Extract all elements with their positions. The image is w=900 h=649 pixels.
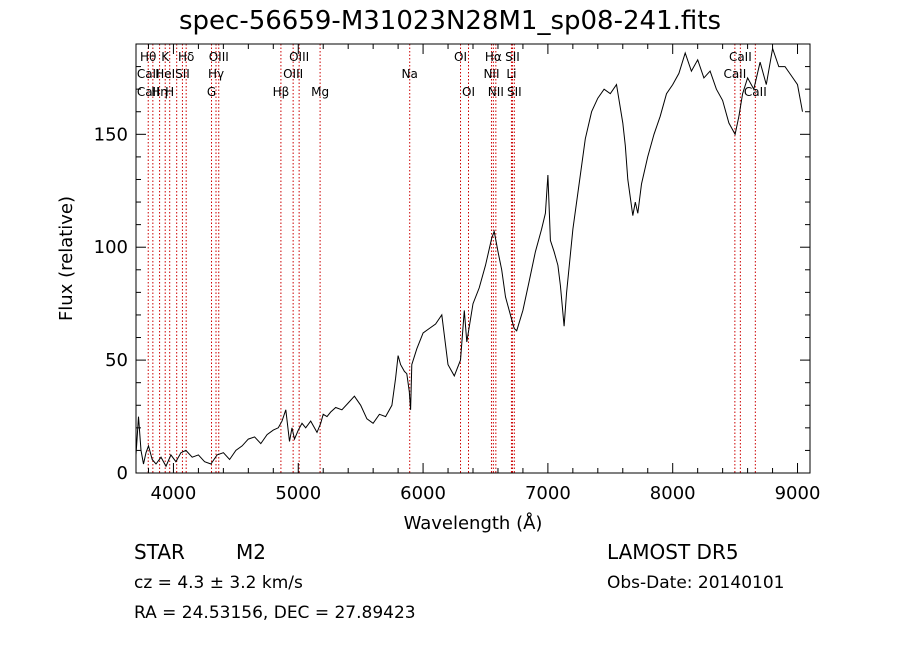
- object-class: STAR: [134, 540, 185, 564]
- coordinates: RA = 24.53156, DEC = 27.89423: [134, 603, 416, 623]
- y-tick-label: 150: [94, 124, 128, 145]
- line-marker-label: H: [165, 85, 174, 99]
- line-marker-label: Hβ: [273, 85, 290, 99]
- line-marker-label: CaII: [729, 50, 752, 64]
- line-marker-label: CaII: [137, 67, 160, 81]
- x-tick-label: 9000: [775, 483, 821, 504]
- y-tick-label: 50: [105, 350, 128, 371]
- y-axis-ticks: 0 50 100 150: [94, 66, 810, 484]
- line-marker-label: OIII: [289, 50, 309, 64]
- y-tick-label: 0: [117, 463, 128, 484]
- line-marker-label: Hθ: [140, 50, 156, 64]
- line-marker-label: Li: [506, 67, 516, 81]
- line-marker-label: Hη: [151, 85, 168, 99]
- spectrum-line: [135, 48, 803, 468]
- line-marker-label: Na: [402, 67, 418, 81]
- x-tick-label: 4000: [151, 483, 197, 504]
- line-marker-label: SII: [507, 85, 522, 99]
- line-marker-label: CaII: [723, 67, 746, 81]
- plot-frame: [135, 43, 811, 474]
- line-marker-label: NII: [488, 85, 504, 99]
- line-marker-label: Hδ: [178, 50, 194, 64]
- line-marker-label: OI: [454, 50, 467, 64]
- line-marker-label: OIII: [209, 50, 229, 64]
- line-marker-label: SII: [505, 50, 520, 64]
- line-marker-label: HeI: [155, 67, 175, 81]
- line-marker-label: Hγ: [208, 67, 224, 81]
- survey-name: LAMOST DR5: [607, 540, 739, 564]
- y-tick-label: 100: [94, 237, 128, 258]
- object-subclass: M2: [236, 540, 266, 564]
- y-axis-label: Flux (relative): [56, 196, 77, 321]
- line-marker-label: K: [161, 50, 170, 64]
- x-axis-ticks: 4000 5000 6000 7000 8000 9000: [147, 44, 821, 504]
- x-tick-label: 8000: [650, 483, 696, 504]
- line-marker-label: NII: [483, 67, 499, 81]
- line-marker-label: OI: [462, 85, 475, 99]
- line-marker-label: CaII: [744, 85, 767, 99]
- x-axis-label: Wavelength (Å): [404, 512, 543, 534]
- line-marker-label: SII: [175, 67, 190, 81]
- line-marker-label: OIII: [283, 67, 303, 81]
- line-marker-label: Mg: [311, 85, 329, 99]
- line-marker-label: G: [207, 85, 216, 99]
- x-tick-label: 5000: [275, 483, 321, 504]
- observation-date: Obs-Date: 20140101: [607, 573, 785, 593]
- chart-title: spec-56659-M31023N28M1_sp08-241.fits: [179, 6, 721, 36]
- redshift-velocity: cz = 4.3 ± 3.2 km/s: [134, 573, 303, 593]
- line-marker-label: Hα: [485, 50, 502, 64]
- line-markers: [147, 44, 756, 473]
- x-tick-label: 6000: [400, 483, 446, 504]
- line-marker-labels: HθCaIICaIIHηKHeIHSIIHδGHγOIIIHβOIIIOIIIM…: [137, 50, 767, 99]
- line-marker-label: CaII: [137, 85, 160, 99]
- x-tick-label: 7000: [525, 483, 571, 504]
